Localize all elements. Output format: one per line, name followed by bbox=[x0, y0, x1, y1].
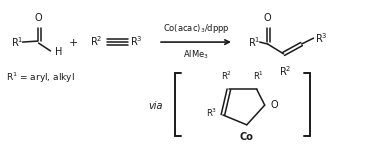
Text: +: + bbox=[69, 38, 78, 48]
Text: AlMe$_3$: AlMe$_3$ bbox=[183, 49, 209, 61]
Text: R$^2$: R$^2$ bbox=[222, 70, 232, 83]
Text: R$^2$: R$^2$ bbox=[279, 64, 292, 78]
Text: R$^1$: R$^1$ bbox=[253, 70, 264, 83]
Text: R$^1$ = aryl, alkyl: R$^1$ = aryl, alkyl bbox=[6, 70, 74, 85]
Text: R$^1$: R$^1$ bbox=[11, 35, 23, 49]
Text: O: O bbox=[35, 13, 42, 23]
Text: R$^1$: R$^1$ bbox=[248, 35, 260, 49]
Text: O: O bbox=[271, 100, 278, 110]
Text: R$^3$: R$^3$ bbox=[314, 31, 327, 45]
Text: via: via bbox=[149, 101, 163, 111]
Text: O: O bbox=[264, 13, 271, 23]
Text: R$^3$: R$^3$ bbox=[206, 107, 217, 119]
Text: R$^2$: R$^2$ bbox=[90, 34, 103, 48]
Text: Co: Co bbox=[240, 132, 254, 142]
Text: Co(acac)$_3$/dppp: Co(acac)$_3$/dppp bbox=[163, 22, 229, 35]
Text: H: H bbox=[56, 47, 63, 57]
Text: R$^3$: R$^3$ bbox=[130, 34, 143, 48]
